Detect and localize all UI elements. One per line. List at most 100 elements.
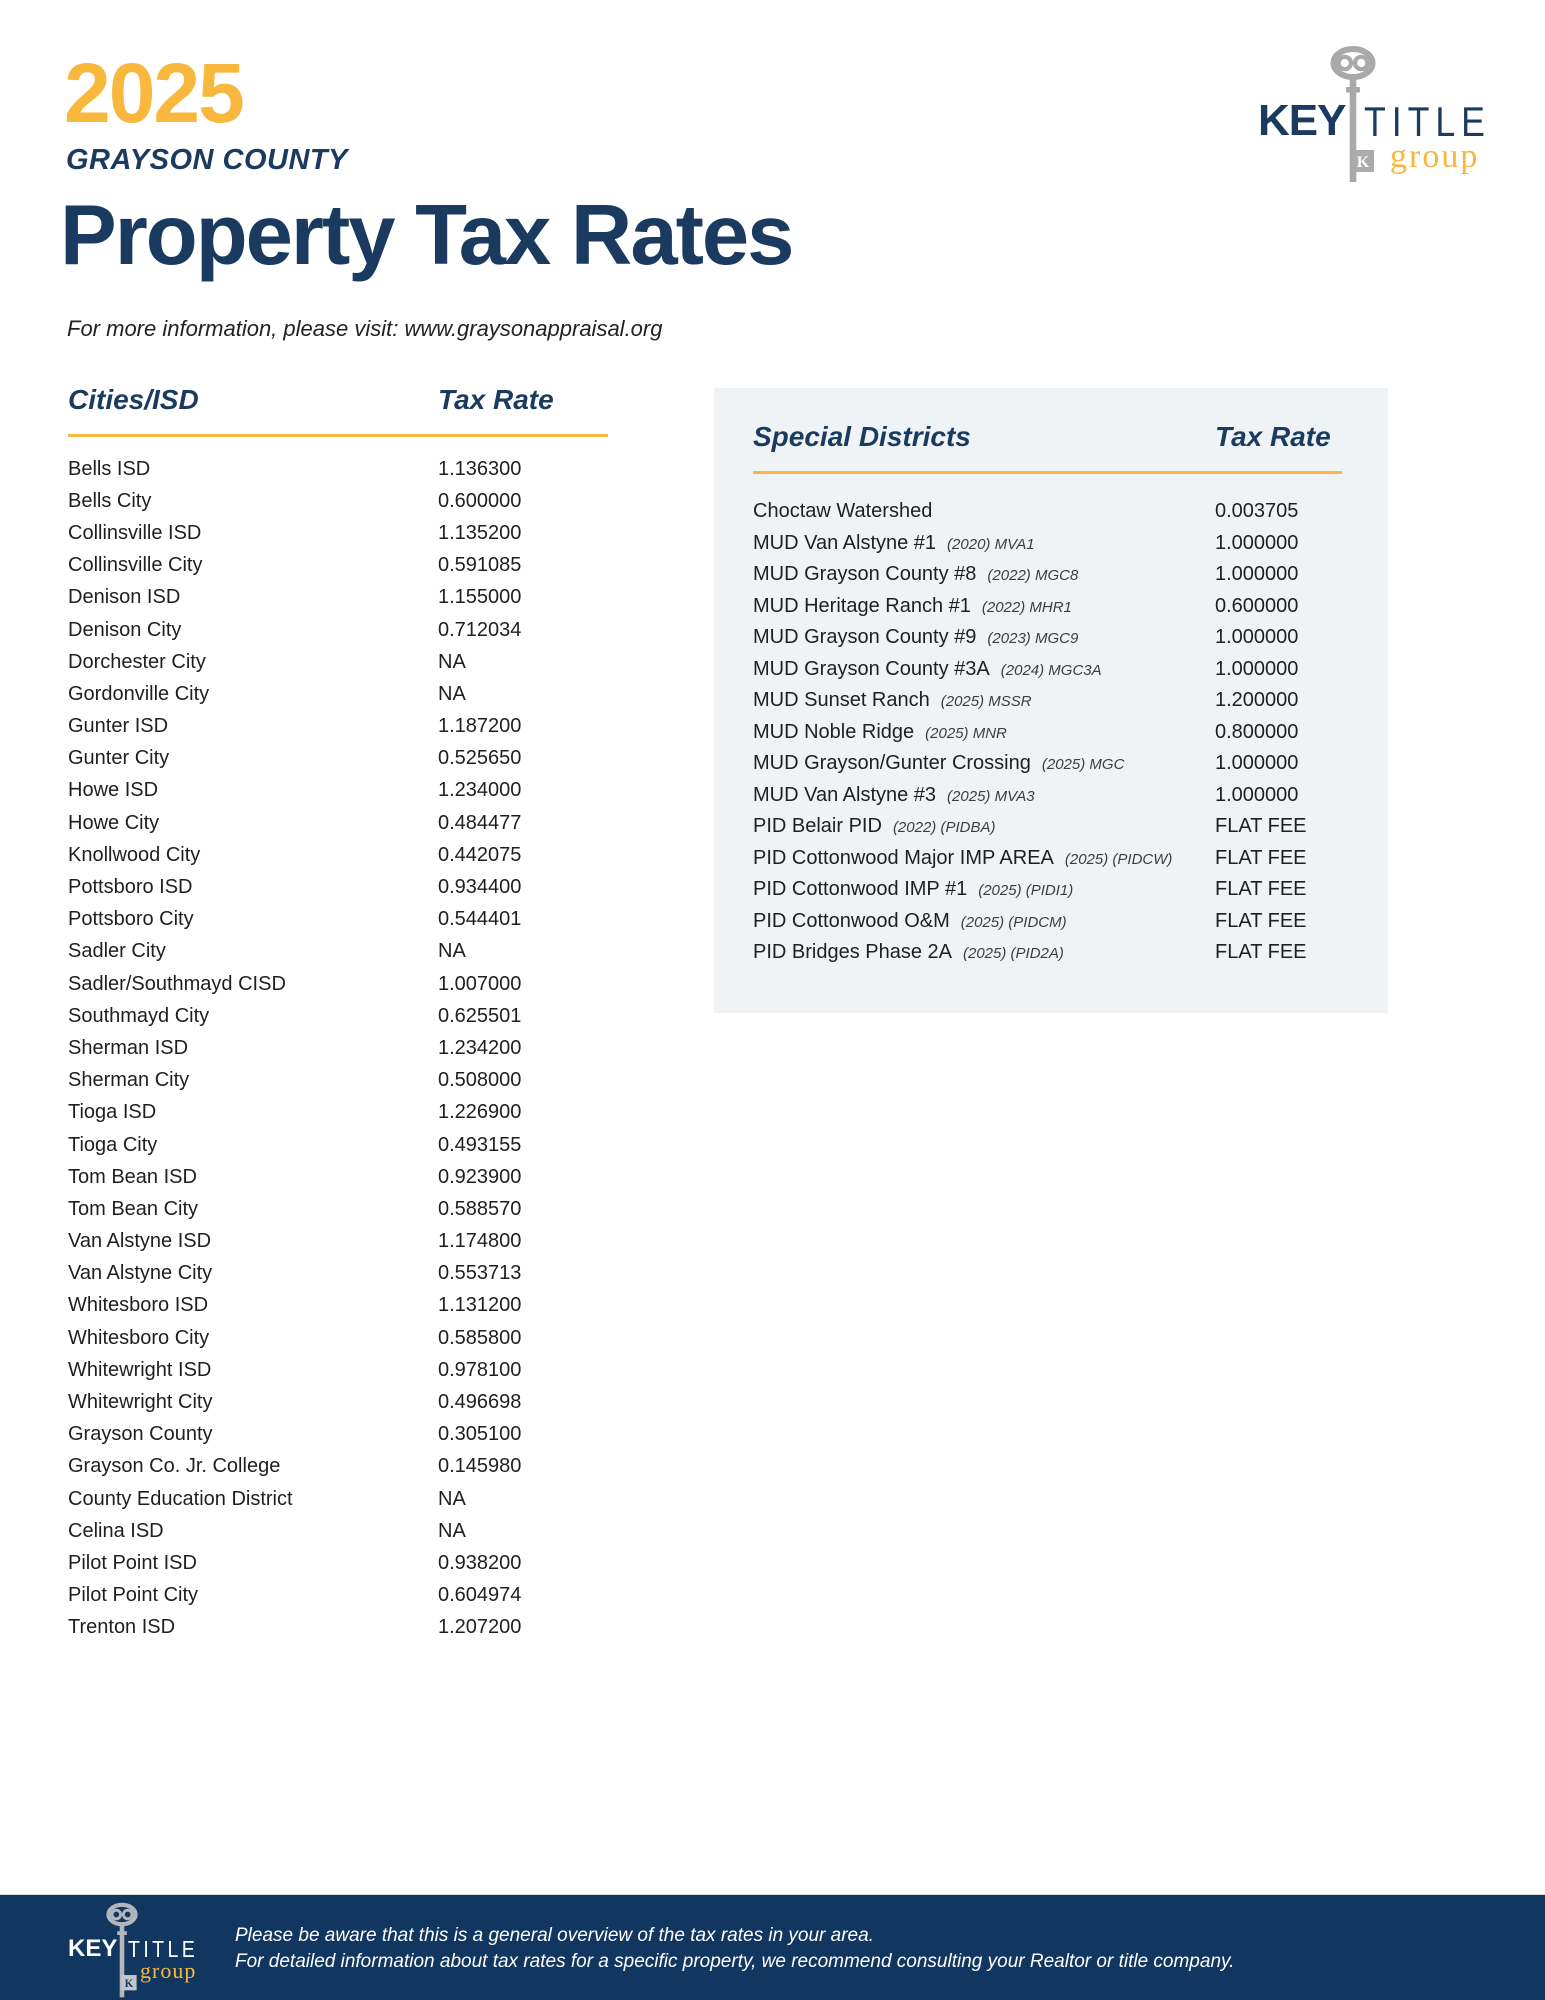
city-rate: 0.712034	[438, 618, 522, 641]
district-rate: FLAT FEE	[1215, 941, 1307, 964]
city-rate: NA	[438, 940, 466, 963]
city-rate: 1.131200	[438, 1294, 522, 1317]
city-name: Sadler/Southmayd CISD	[68, 972, 286, 995]
table-row: Denison City 0.712034	[68, 614, 613, 646]
district-rate: 0.600000	[1215, 594, 1299, 617]
table-row: MUD Sunset Ranch (2025) MSSR 1.200000	[753, 685, 1388, 717]
district-name: Choctaw Watershed	[753, 500, 933, 523]
city-name: Howe City	[68, 811, 160, 834]
city-rate: 0.553713	[438, 1262, 522, 1285]
footer-note-line1: Please be aware that this is a general o…	[235, 1925, 874, 1946]
district-name: MUD Heritage Ranch #1 (2022) MHR1	[753, 594, 1072, 617]
city-rate: NA	[438, 1519, 466, 1542]
city-name: Denison ISD	[68, 586, 181, 609]
city-rate: 0.625501	[438, 1004, 522, 1027]
logo-title-word: TITLE	[128, 1936, 199, 1962]
cities-taxrate-header: Tax Rate	[438, 384, 554, 415]
city-rate: NA	[438, 682, 466, 705]
district-rate: 1.000000	[1215, 626, 1299, 649]
table-row: Sadler City NA	[68, 936, 613, 968]
city-rate: 0.938200	[438, 1551, 522, 1574]
table-row: Whitewright ISD 0.978100	[68, 1354, 613, 1386]
city-name: Whitewright City	[68, 1391, 213, 1414]
key-icon: K	[106, 1902, 138, 1998]
city-rate: 0.496698	[438, 1391, 522, 1414]
district-name: MUD Noble Ridge (2025) MNR	[753, 720, 1007, 743]
footer: KEY K TITLE group Please be aware that t…	[0, 1894, 1545, 2000]
city-rate: 1.174800	[438, 1230, 522, 1253]
city-name: Tioga City	[68, 1133, 158, 1156]
city-rate: 1.234000	[438, 779, 522, 802]
city-name: Tom Bean ISD	[68, 1165, 197, 1188]
table-row: Pottsboro ISD 0.934400	[68, 871, 613, 903]
district-note: (2025) (PID2A)	[963, 945, 1064, 963]
table-row: Grayson County 0.305100	[68, 1419, 613, 1451]
city-name: Collinsville ISD	[68, 521, 202, 544]
logo-title-word: TITLE	[1364, 98, 1491, 145]
info-subtitle: For more information, please visit: www.…	[67, 316, 663, 341]
city-rate: 0.544401	[438, 908, 522, 931]
district-note: (2022) (PIDBA)	[892, 819, 996, 837]
city-name: Howe ISD	[68, 779, 159, 802]
table-row: MUD Heritage Ranch #1 (2022) MHR1 0.600000	[753, 591, 1388, 623]
table-row: Sadler/Southmayd CISD 1.007000	[68, 968, 613, 1000]
city-rate: 0.978100	[438, 1358, 522, 1381]
city-rate: 1.226900	[438, 1101, 522, 1124]
table-row: Sherman ISD 1.234200	[68, 1032, 613, 1064]
cities-table: Cities/ISD Tax Rate Bells ISD 1.136300 Bel…	[68, 383, 613, 1644]
city-rate: 0.442075	[438, 843, 522, 866]
table-row: MUD Grayson County #8 (2022) MGC8 1.000000	[753, 559, 1388, 591]
city-name: Sherman City	[68, 1069, 190, 1092]
districts-panel: Special Districts Tax Rate Choctaw Water…	[714, 388, 1388, 1013]
county-heading: GRAYSON COUNTY	[66, 144, 348, 176]
district-name: MUD Van Alstyne #3 (2025) MVA3	[753, 783, 1035, 806]
district-name: PID Cottonwood O&M (2025) (PIDCM)	[753, 909, 1067, 932]
table-row: Tom Bean ISD 0.923900	[68, 1161, 613, 1193]
district-name: MUD Grayson County #9 (2023) MGC9	[753, 626, 1079, 649]
city-rate: 0.493155	[438, 1133, 522, 1156]
table-row: Bells ISD 1.136300	[68, 453, 613, 485]
table-row: Tioga City 0.493155	[68, 1129, 613, 1161]
district-note: (2025) MGC	[1041, 756, 1125, 774]
district-name: MUD Grayson County #3A (2024) MGC3A	[753, 657, 1102, 680]
city-name: Trenton ISD	[68, 1616, 176, 1639]
district-note: (2024) MGC3A	[1000, 661, 1102, 679]
district-note: (2023) MGC9	[987, 630, 1079, 648]
table-row: Choctaw Watershed 0.003705	[753, 496, 1388, 528]
district-name: PID Belair PID (2022) (PIDBA)	[753, 815, 996, 838]
gold-divider	[68, 434, 608, 437]
city-rate: 0.604974	[438, 1584, 522, 1607]
district-rate: 0.800000	[1215, 720, 1299, 743]
table-row: Howe City 0.484477	[68, 807, 613, 839]
year-heading: 2025	[64, 46, 245, 140]
city-rate: 0.525650	[438, 747, 522, 770]
city-name: Bells City	[68, 489, 152, 512]
footer-note-line2: For detailed information about tax rates…	[235, 1951, 1235, 1972]
logo-group-word: group	[1390, 138, 1480, 175]
table-row: Tom Bean City 0.588570	[68, 1193, 613, 1225]
table-row: MUD Van Alstyne #3 (2025) MVA3 1.000000	[753, 780, 1388, 812]
city-name: Grayson County	[68, 1423, 213, 1446]
table-row: Pilot Point ISD 0.938200	[68, 1547, 613, 1579]
svg-text:K: K	[125, 1978, 134, 1990]
city-name: Sadler City	[68, 940, 166, 963]
city-rate: 0.934400	[438, 876, 522, 899]
city-rate: 1.155000	[438, 586, 522, 609]
table-row: Sherman City 0.508000	[68, 1065, 613, 1097]
district-rate: FLAT FEE	[1215, 846, 1307, 869]
city-rate: 0.585800	[438, 1326, 522, 1349]
district-note: (2025) (PIDCW)	[1064, 850, 1173, 868]
table-row: County Education District NA	[68, 1483, 613, 1515]
key-icon: K	[1330, 46, 1376, 182]
cities-table-header: Cities/ISD	[68, 384, 199, 415]
city-name: Grayson Co. Jr. College	[68, 1455, 281, 1478]
city-name: Denison City	[68, 618, 182, 641]
city-rate: 1.187200	[438, 715, 522, 738]
city-name: Dorchester City	[68, 650, 206, 673]
city-name: Pottsboro City	[68, 908, 194, 931]
district-name: PID Cottonwood Major IMP AREA (2025) (PID…	[753, 846, 1173, 869]
city-rate: NA	[438, 1487, 466, 1510]
city-name: Gordonville City	[68, 682, 210, 705]
city-name: Southmayd City	[68, 1004, 210, 1027]
